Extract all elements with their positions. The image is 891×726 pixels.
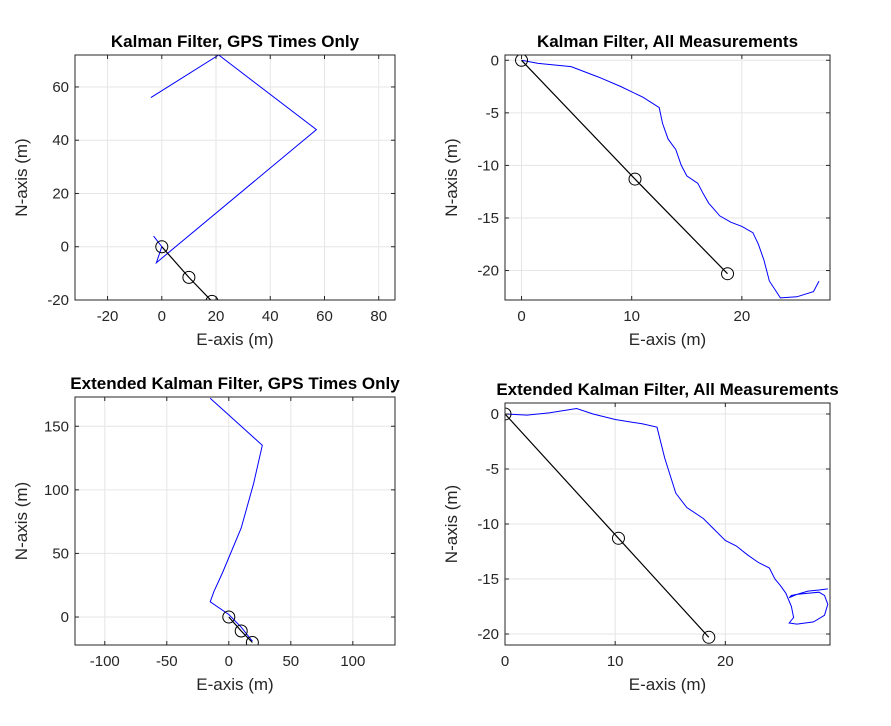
gps-point-marker [222, 610, 236, 624]
x-tick-label: 20 [717, 653, 734, 670]
x-axis-label: E-axis (m) [196, 330, 273, 349]
panel-ekf-all-measurements: 0 10 20 -20 -15 -10 -5 0 Extended Kalman Filter,… [442, 380, 839, 694]
chart-title: Extended Kalman Filter, GPS Times Only [70, 374, 400, 393]
y-tick-label: 0 [491, 52, 499, 69]
axes-frame [74, 54, 396, 301]
chart-title: Extended Kalman Filter, All Measurements [496, 380, 838, 399]
gps-point-marker [205, 294, 219, 300]
x-tick-label: -100 [90, 653, 120, 670]
gps-point-marker [515, 55, 529, 67]
x-tick-label: 100 [340, 653, 365, 670]
gps-point-marker [505, 407, 512, 421]
gps-point-marker [182, 270, 196, 284]
gps-path-line [521, 59, 728, 275]
y-tick-label: 50 [52, 545, 69, 562]
y-tick-label: 0 [61, 609, 69, 626]
gps-point-marker [702, 630, 716, 644]
y-tick-label: -5 [486, 461, 499, 478]
gps-point-marker [628, 172, 642, 186]
x-tick-label: 10 [607, 653, 624, 670]
series-group [515, 55, 820, 299]
y-tick-label: 100 [44, 482, 69, 499]
x-tick-label: 0 [501, 653, 509, 670]
x-tick-label: -20 [97, 308, 119, 325]
y-tick-label: -15 [477, 210, 499, 227]
plot-area [75, 55, 395, 300]
x-tick-label: 80 [370, 308, 387, 325]
estimated-path-line [505, 407, 829, 625]
x-tick-label: 40 [262, 308, 279, 325]
y-tick-label: 60 [52, 79, 69, 96]
plot-area [505, 55, 830, 300]
x-tick-label: 0 [517, 308, 525, 325]
gps-point-marker [721, 267, 735, 281]
gps-point-marker [245, 635, 259, 645]
plot-area [75, 397, 395, 645]
x-tick-label: 0 [225, 653, 233, 670]
panel-kf-all-measurements: 0 10 20 -20 -15 -10 -5 0 Kalman Filter, All Meas… [442, 32, 831, 349]
x-tick-label: 60 [316, 308, 333, 325]
y-tick-label: -20 [477, 626, 499, 643]
x-tick-label: 50 [282, 653, 299, 670]
y-axis-label: N-axis (m) [442, 138, 461, 216]
axes-frame [74, 396, 396, 646]
panel-ekf-gps-only: -100 -50 0 50 100 0 50 100 150 Extended Kalman Fi… [12, 374, 400, 694]
x-tick-label: 20 [734, 308, 751, 325]
y-tick-label: -15 [477, 571, 499, 588]
panel-kf-gps-only: -20 0 20 40 60 80 -20 0 20 40 60 Kalman Filter, GPS… [12, 32, 396, 349]
y-tick-label: -5 [486, 105, 499, 122]
gps-point-marker [155, 240, 169, 254]
chart-title: Kalman Filter, All Measurements [537, 32, 798, 51]
y-axis-label: N-axis (m) [442, 485, 461, 563]
y-tick-label: 0 [61, 239, 69, 256]
x-tick-label: -50 [156, 653, 178, 670]
y-axis-label: N-axis (m) [12, 138, 31, 216]
x-axis-label: E-axis (m) [629, 675, 706, 694]
series-group [505, 407, 829, 644]
y-tick-label: -10 [477, 157, 499, 174]
x-tick-label: 10 [623, 308, 640, 325]
y-tick-label: 40 [52, 132, 69, 149]
estimated-path-line [150, 55, 318, 265]
axes-frame [504, 54, 831, 301]
x-axis-label: E-axis (m) [196, 675, 273, 694]
y-axis-label: N-axis (m) [12, 482, 31, 560]
y-tick-label: -10 [477, 516, 499, 533]
series-group [150, 55, 318, 300]
x-tick-label: 20 [208, 308, 225, 325]
series-group [209, 397, 263, 645]
estimated-path-line [209, 397, 263, 642]
gps-path-line [161, 246, 212, 300]
gps-point-marker [611, 531, 625, 545]
chart-title: Kalman Filter, GPS Times Only [111, 32, 360, 51]
x-axis-label: E-axis (m) [629, 330, 706, 349]
estimated-path-line [521, 59, 820, 299]
y-tick-label: -20 [477, 263, 499, 280]
y-tick-label: 0 [491, 406, 499, 423]
gps-point-marker [234, 624, 248, 638]
y-tick-label: -20 [47, 292, 69, 309]
gps-path-line [505, 413, 710, 638]
y-tick-label: 20 [52, 185, 69, 202]
y-tick-label: 150 [44, 418, 69, 435]
x-tick-label: 0 [158, 308, 166, 325]
